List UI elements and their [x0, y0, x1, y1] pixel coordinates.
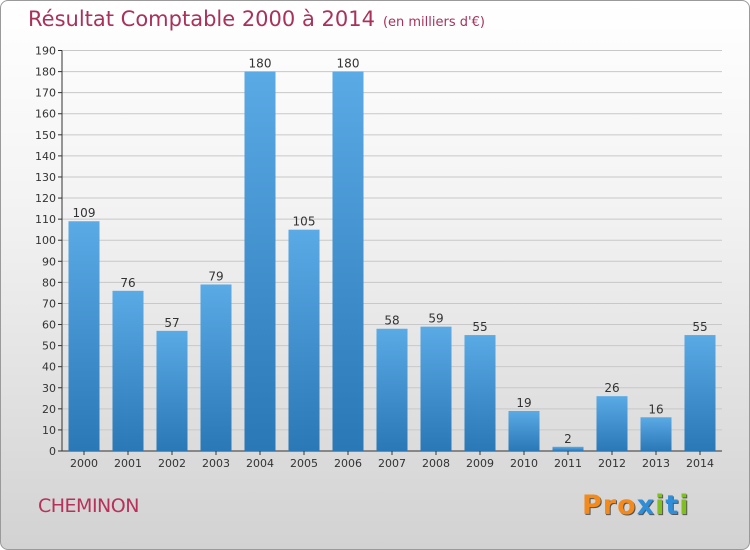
y-tick-label: 50	[42, 340, 56, 353]
y-tick-label: 40	[42, 361, 56, 374]
y-tick-label: 160	[35, 108, 56, 121]
x-tick-label: 2001	[114, 457, 142, 470]
y-tick-label: 100	[35, 234, 56, 247]
logo-letter: t	[665, 490, 680, 521]
y-tick-label: 0	[49, 445, 56, 458]
y-tick-label: 110	[35, 213, 56, 226]
x-tick-label: 2000	[70, 457, 98, 470]
logo-letter: r	[602, 490, 618, 521]
y-tick-label: 150	[35, 129, 56, 142]
y-tick-label: 90	[42, 255, 56, 268]
bar	[156, 330, 188, 451]
data-label: 26	[604, 381, 619, 395]
logo-letter: o	[617, 490, 637, 521]
y-tick-label: 80	[42, 276, 56, 289]
data-label: 180	[337, 57, 360, 71]
town-name: CHEMINON	[38, 495, 139, 517]
logo-letter: x	[636, 490, 656, 521]
x-tick-label: 2010	[510, 457, 538, 470]
x-tick-label: 2002	[158, 457, 186, 470]
data-label: 55	[692, 320, 707, 334]
y-tick-label: 130	[35, 171, 56, 184]
logo-letter: i	[655, 490, 666, 521]
data-label: 55	[472, 320, 487, 334]
x-tick-label: 2014	[686, 457, 714, 470]
y-tick-label: 60	[42, 319, 56, 332]
x-tick-label: 2009	[466, 457, 494, 470]
bar	[684, 335, 716, 451]
y-tick-label: 180	[35, 66, 56, 79]
x-tick-label: 2006	[334, 457, 362, 470]
data-label: 16	[648, 402, 663, 416]
title-text: Résultat Comptable 2000 à 2014	[28, 7, 375, 31]
logo-letter: P	[582, 490, 603, 521]
bar	[376, 328, 408, 451]
y-tick-label: 10	[42, 424, 56, 437]
y-tick-label: 70	[42, 297, 56, 310]
bar	[288, 229, 320, 451]
unit-label: (en milliers d'€)	[382, 15, 485, 30]
data-label: 19	[516, 396, 531, 410]
data-label: 105	[293, 215, 316, 229]
bar	[596, 396, 628, 451]
bar	[244, 71, 276, 451]
data-label: 58	[384, 314, 399, 328]
logo-letter: i	[679, 490, 690, 521]
y-tick-label: 120	[35, 192, 56, 205]
x-tick-label: 2007	[378, 457, 406, 470]
bar	[200, 284, 232, 451]
proxiti-logo: Proxiti	[582, 490, 690, 521]
bar	[68, 221, 100, 451]
x-tick-label: 2013	[642, 457, 670, 470]
x-tick-label: 2011	[554, 457, 582, 470]
data-label: 2	[564, 432, 572, 446]
data-label: 57	[164, 316, 179, 330]
data-label: 180	[249, 57, 272, 71]
x-tick-label: 2008	[422, 457, 450, 470]
data-label: 76	[120, 276, 135, 290]
data-label: 59	[428, 312, 443, 326]
bar	[508, 410, 540, 451]
x-tick-label: 2003	[202, 457, 230, 470]
x-tick-label: 2004	[246, 457, 274, 470]
y-tick-label: 20	[42, 403, 56, 416]
y-tick-label: 140	[35, 150, 56, 163]
bar	[552, 446, 584, 451]
y-tick-label: 170	[35, 87, 56, 100]
chart-title: Résultat Comptable 2000 à 2014 (en millie…	[28, 7, 485, 31]
bar	[332, 71, 364, 451]
bar	[112, 290, 144, 451]
x-tick-label: 2012	[598, 457, 626, 470]
data-label: 109	[73, 206, 96, 220]
bar	[420, 326, 452, 451]
y-tick-label: 190	[35, 45, 56, 58]
data-label: 79	[208, 269, 223, 283]
bar	[640, 417, 672, 451]
bar	[464, 335, 496, 451]
x-tick-label: 2005	[290, 457, 318, 470]
y-tick-label: 30	[42, 382, 56, 395]
